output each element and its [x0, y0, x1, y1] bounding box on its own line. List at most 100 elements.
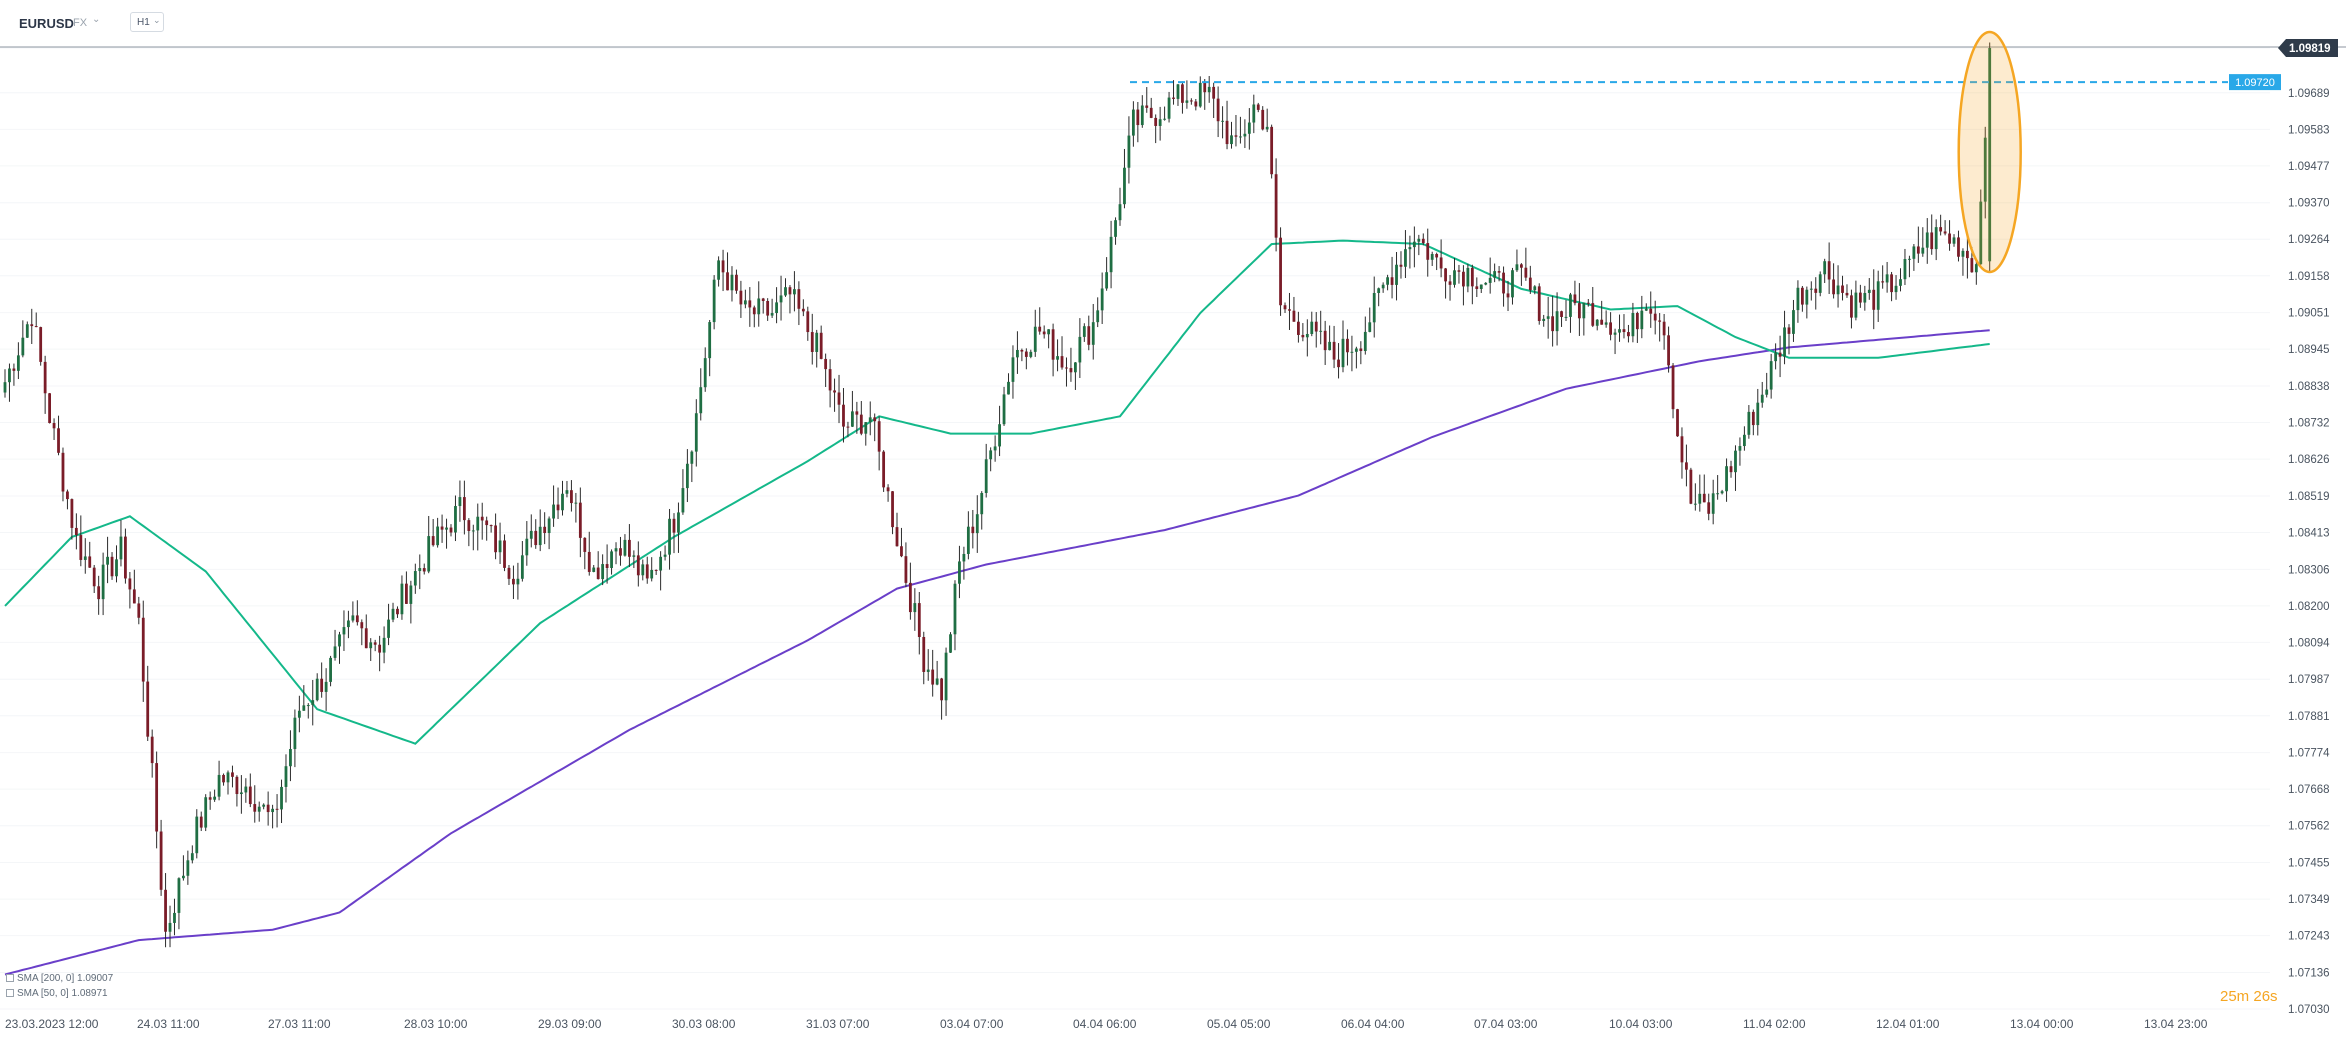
candle[interactable]: [306, 703, 310, 719]
candle[interactable]: [1346, 329, 1349, 366]
candle[interactable]: [1453, 258, 1456, 288]
candle[interactable]: [1109, 220, 1113, 289]
candle[interactable]: [1858, 284, 1862, 308]
candle[interactable]: [1698, 474, 1702, 512]
candle[interactable]: [266, 791, 270, 826]
candle[interactable]: [1056, 339, 1059, 372]
candle[interactable]: [445, 518, 448, 549]
candle[interactable]: [168, 905, 172, 948]
candle[interactable]: [1225, 100, 1229, 150]
candle[interactable]: [1774, 343, 1778, 370]
candle[interactable]: [1586, 298, 1590, 307]
candle[interactable]: [311, 679, 315, 726]
candle[interactable]: [1622, 314, 1626, 339]
candle[interactable]: [614, 542, 618, 565]
candle[interactable]: [538, 509, 542, 552]
candle[interactable]: [1051, 323, 1055, 377]
candle[interactable]: [293, 709, 297, 768]
candle[interactable]: [882, 450, 886, 492]
candle[interactable]: [1948, 220, 1951, 251]
candle[interactable]: [703, 347, 707, 392]
candle[interactable]: [824, 353, 828, 387]
candle[interactable]: [1894, 275, 1898, 300]
candle[interactable]: [735, 269, 738, 294]
candle[interactable]: [1823, 258, 1827, 284]
candle[interactable]: [351, 601, 355, 623]
candle[interactable]: [61, 447, 65, 502]
candle[interactable]: [1747, 405, 1751, 439]
candle[interactable]: [1618, 314, 1621, 342]
candle[interactable]: [422, 563, 426, 575]
candle[interactable]: [891, 491, 894, 535]
candle[interactable]: [770, 298, 774, 318]
candle[interactable]: [204, 794, 208, 832]
candle[interactable]: [886, 484, 890, 502]
candle[interactable]: [1395, 251, 1398, 301]
candle[interactable]: [222, 773, 225, 786]
candle[interactable]: [88, 541, 92, 568]
candle[interactable]: [663, 545, 667, 561]
candle[interactable]: [1609, 312, 1612, 341]
candle[interactable]: [690, 450, 694, 483]
candle[interactable]: [601, 554, 605, 586]
candle[interactable]: [1430, 251, 1434, 266]
candle[interactable]: [1319, 310, 1323, 345]
candle[interactable]: [369, 638, 373, 662]
candle[interactable]: [431, 519, 435, 547]
candle[interactable]: [730, 266, 734, 302]
candle[interactable]: [1301, 323, 1305, 342]
candle[interactable]: [182, 855, 185, 881]
candle[interactable]: [373, 639, 377, 652]
candle[interactable]: [1328, 325, 1332, 351]
candle[interactable]: [239, 775, 243, 814]
candle[interactable]: [721, 249, 725, 292]
candle[interactable]: [1925, 218, 1929, 264]
candle[interactable]: [534, 519, 538, 549]
candle[interactable]: [801, 299, 805, 317]
candle[interactable]: [1163, 106, 1166, 121]
candle[interactable]: [333, 629, 337, 661]
candle[interactable]: [1207, 75, 1211, 103]
candle[interactable]: [1091, 303, 1095, 360]
candle[interactable]: [97, 575, 101, 615]
candle[interactable]: [1979, 189, 1983, 265]
candle[interactable]: [1439, 239, 1443, 278]
candle[interactable]: [1961, 248, 1965, 276]
candle[interactable]: [1809, 281, 1813, 301]
candle[interactable]: [284, 754, 288, 803]
candle[interactable]: [471, 524, 475, 551]
candle[interactable]: [1845, 284, 1849, 298]
candle[interactable]: [1551, 295, 1555, 347]
candle[interactable]: [1569, 292, 1572, 333]
candle[interactable]: [694, 399, 698, 467]
candle[interactable]: [1470, 264, 1474, 305]
candle[interactable]: [1462, 265, 1465, 306]
candle[interactable]: [1903, 248, 1907, 286]
candle[interactable]: [556, 487, 560, 519]
candle[interactable]: [1881, 265, 1885, 289]
candle[interactable]: [1377, 287, 1381, 307]
candle[interactable]: [436, 517, 440, 548]
indicator-settings-icon[interactable]: [6, 974, 14, 982]
candle[interactable]: [1836, 265, 1840, 308]
time-axis[interactable]: 23.03.2023 12:00 24.03 11:00 27.03 11:00 28…: [5, 1017, 2208, 1031]
candle[interactable]: [1595, 319, 1599, 331]
candle[interactable]: [190, 845, 194, 864]
candle[interactable]: [917, 591, 921, 655]
candle[interactable]: [338, 631, 341, 664]
candle[interactable]: [1974, 260, 1978, 285]
candle[interactable]: [1029, 349, 1033, 359]
candle[interactable]: [659, 551, 663, 591]
candle[interactable]: [1082, 323, 1086, 342]
candle[interactable]: [645, 556, 649, 584]
candle[interactable]: [877, 416, 881, 471]
candle[interactable]: [1796, 280, 1800, 323]
candle[interactable]: [141, 600, 145, 702]
candle[interactable]: [677, 502, 680, 553]
candle[interactable]: [199, 811, 203, 832]
candle[interactable]: [1310, 311, 1314, 337]
candle[interactable]: [859, 401, 863, 436]
candle[interactable]: [92, 564, 96, 593]
candle[interactable]: [1154, 114, 1158, 144]
candle[interactable]: [1537, 283, 1541, 325]
